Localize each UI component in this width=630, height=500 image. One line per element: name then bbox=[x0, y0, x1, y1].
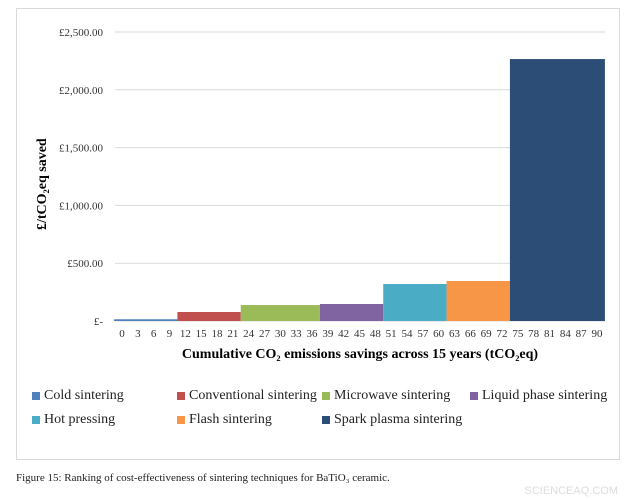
legend-label: Microwave sintering bbox=[334, 388, 451, 403]
x-tick-label: 24 bbox=[243, 328, 255, 340]
x-tick-label: 78 bbox=[528, 328, 540, 340]
legend-label: Spark plasma sintering bbox=[334, 412, 463, 427]
x-tick-label: 36 bbox=[307, 328, 319, 340]
legend-swatch bbox=[322, 392, 330, 400]
legend-label: Flash sintering bbox=[189, 412, 272, 427]
x-tick-label: 72 bbox=[497, 328, 508, 340]
y-tick-label: £- bbox=[94, 316, 104, 328]
y-tick-label: £1,500.00 bbox=[59, 143, 104, 155]
y-tick-label: £2,000.00 bbox=[59, 85, 104, 97]
legend-swatch bbox=[470, 392, 478, 400]
y-tick-label: £2,500.00 bbox=[59, 27, 104, 39]
x-tick-label: 69 bbox=[481, 328, 493, 340]
legend-label: Cold sintering bbox=[44, 388, 124, 403]
x-tick-label: 39 bbox=[322, 328, 334, 340]
legend-swatch bbox=[177, 416, 185, 424]
x-tick-label: 54 bbox=[402, 328, 414, 340]
x-tick-label: 21 bbox=[227, 328, 238, 340]
x-tick-label: 81 bbox=[544, 328, 555, 340]
legend-label: Hot pressing bbox=[44, 412, 116, 427]
x-tick-label: 87 bbox=[576, 328, 588, 340]
x-tick-label: 84 bbox=[560, 328, 572, 340]
legend-item: Microwave sintering bbox=[322, 388, 450, 404]
x-tick-label: 60 bbox=[433, 328, 445, 340]
x-tick-label: 18 bbox=[212, 328, 224, 340]
x-tick-label: 6 bbox=[151, 328, 157, 340]
x-tick-label: 15 bbox=[196, 328, 208, 340]
legend-item: Hot pressing bbox=[32, 412, 115, 428]
legend-swatch bbox=[322, 416, 330, 424]
x-tick-label: 27 bbox=[259, 328, 271, 340]
watermark: SCIENCEAQ.COM bbox=[524, 485, 618, 497]
legend-swatch bbox=[32, 416, 40, 424]
x-tick-label: 0 bbox=[119, 328, 125, 340]
x-tick-label: 12 bbox=[180, 328, 191, 340]
legend-label: Liquid phase sintering bbox=[482, 388, 608, 403]
y-axis-label: £/tCO₂eq saved bbox=[35, 138, 50, 230]
y-tick-label: £1,000.00 bbox=[59, 200, 104, 212]
x-tick-label: 66 bbox=[465, 328, 477, 340]
bar-spark-plasma-sintering bbox=[509, 59, 605, 321]
x-tick-label: 75 bbox=[512, 328, 524, 340]
x-tick-label: 3 bbox=[135, 328, 141, 340]
bar-liquid-phase-sintering bbox=[319, 304, 384, 321]
x-tick-label: 57 bbox=[417, 328, 429, 340]
bar-chart: £/tCO₂eq saved Cumulative CO₂ emissions … bbox=[35, 27, 605, 362]
x-axis-label: Cumulative CO₂ emissions savings across … bbox=[182, 347, 539, 362]
x-tick-label: 48 bbox=[370, 328, 382, 340]
x-tick-label: 30 bbox=[275, 328, 287, 340]
bar-cold-sintering bbox=[114, 319, 178, 321]
legend-item: Flash sintering bbox=[177, 412, 272, 428]
bar-flash-sintering bbox=[446, 281, 510, 321]
y-tick-label: £500.00 bbox=[67, 258, 103, 270]
legend-item: Cold sintering bbox=[32, 388, 124, 404]
bar-conventional-sintering bbox=[177, 311, 241, 321]
x-tick-label: 42 bbox=[338, 328, 349, 340]
x-tick-label: 33 bbox=[291, 328, 303, 340]
legend-label: Conventional sintering bbox=[189, 388, 317, 403]
legend-item: Conventional sintering bbox=[177, 388, 317, 404]
x-tick-label: 63 bbox=[449, 328, 461, 340]
bar-hot-pressing bbox=[383, 284, 447, 321]
x-tick-label: 9 bbox=[167, 328, 173, 340]
legend-item: Spark plasma sintering bbox=[322, 412, 462, 428]
chart-frame bbox=[16, 8, 620, 460]
figure-caption: Figure 15: Ranking of cost-effectiveness… bbox=[16, 472, 390, 484]
x-tick-label: 51 bbox=[386, 328, 397, 340]
x-tick-label: 45 bbox=[354, 328, 366, 340]
legend-swatch bbox=[32, 392, 40, 400]
x-tick-label: 90 bbox=[592, 328, 604, 340]
legend-item: Liquid phase sintering bbox=[470, 388, 607, 404]
legend-swatch bbox=[177, 392, 185, 400]
bar-microwave-sintering bbox=[240, 305, 320, 321]
